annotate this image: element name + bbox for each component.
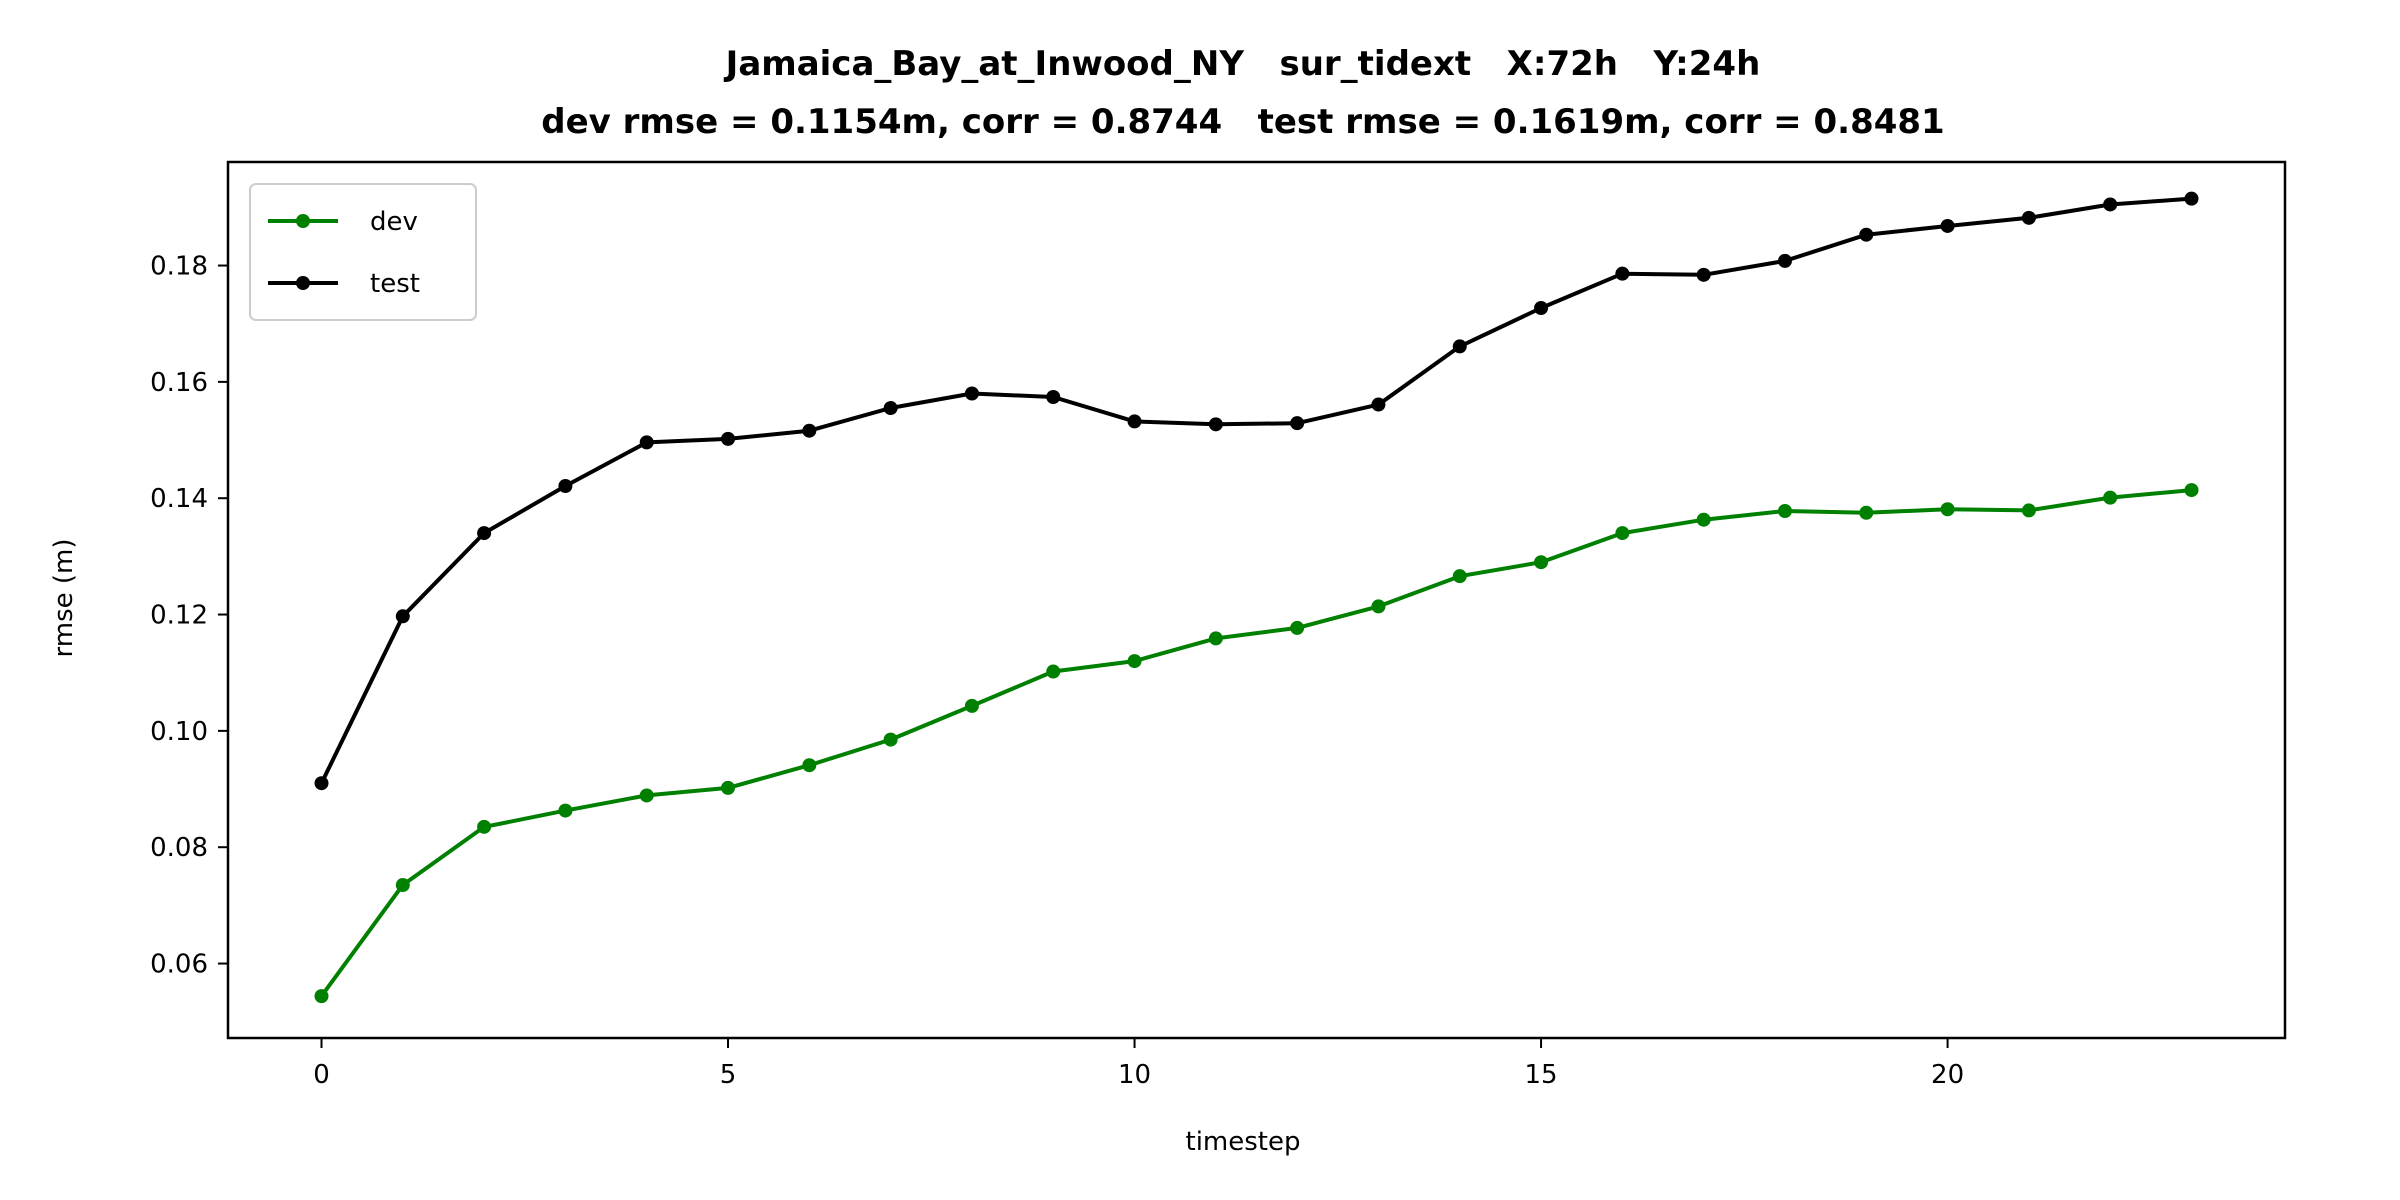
data-point-dev: [639, 788, 654, 803]
data-point-test: [1615, 266, 1630, 281]
data-point-dev: [1534, 555, 1549, 570]
data-point-test: [721, 431, 736, 446]
data-point-test: [1208, 417, 1223, 432]
data-point-test: [639, 435, 654, 450]
data-point-dev: [1696, 512, 1711, 527]
data-point-dev: [802, 758, 817, 773]
legend-label-dev: dev: [370, 207, 418, 237]
data-point-test: [1290, 416, 1305, 431]
legend-marker-dev: [296, 214, 310, 228]
y-tick-label: 0.12: [150, 601, 208, 631]
data-point-test: [1940, 218, 1955, 233]
y-axis-label: rmse (m): [49, 539, 79, 658]
y-tick-label: 0.18: [150, 252, 208, 282]
data-point-dev: [1777, 504, 1792, 519]
data-point-test: [1777, 253, 1792, 268]
data-point-dev: [1127, 654, 1142, 669]
data-point-test: [1534, 301, 1549, 315]
data-point-dev: [964, 698, 979, 713]
data-point-dev: [1859, 505, 1874, 520]
data-point-test: [1046, 389, 1061, 404]
data-point-test: [1696, 267, 1711, 282]
data-point-test: [1452, 339, 1467, 354]
data-point-dev: [2021, 503, 2036, 518]
data-point-test: [2103, 197, 2118, 212]
data-point-test: [1859, 227, 1874, 242]
y-tick-label: 0.08: [150, 833, 208, 863]
data-point-test: [964, 386, 979, 401]
data-point-test: [395, 609, 410, 624]
legend-label-test: test: [370, 269, 420, 299]
data-point-test: [558, 478, 573, 493]
y-tick-label: 0.06: [150, 950, 208, 980]
y-tick-label: 0.16: [150, 368, 208, 398]
data-point-test: [314, 776, 329, 791]
data-point-test: [477, 526, 492, 541]
series-line-dev: [319, 488, 2192, 998]
data-point-dev: [2103, 490, 2118, 505]
chart-title: Jamaica_Bay_at_Inwood_NY sur_tidext X:72…: [724, 44, 1761, 84]
x-tick-label: 10: [1118, 1060, 1151, 1090]
data-point-dev: [1940, 502, 1955, 517]
data-point-dev: [314, 989, 329, 1004]
data-point-dev: [883, 732, 898, 747]
data-point-dev: [1615, 526, 1630, 541]
data-point-dev: [395, 878, 410, 893]
chart-subtitle: dev rmse = 0.1154m, corr = 0.8744 test r…: [541, 102, 1944, 142]
data-point-dev: [2184, 483, 2199, 498]
plot-area: 0 5 10 15 20 0.06 0.08 0.10 0.12 0.14 0.16 0.18 dev t…: [150, 160, 2287, 1090]
data-point-test: [802, 423, 817, 438]
data-point-test: [2184, 191, 2199, 206]
data-point-test: [883, 401, 898, 416]
data-point-dev: [1046, 664, 1061, 679]
x-tick-label: 20: [1931, 1060, 1964, 1090]
data-point-dev: [477, 819, 492, 834]
x-tick-label: 5: [720, 1060, 737, 1090]
legend-marker-test: [296, 276, 310, 290]
data-point-dev: [558, 803, 573, 818]
data-point-dev: [1371, 599, 1386, 614]
data-point-dev: [1208, 631, 1223, 646]
data-point-dev: [1452, 569, 1467, 584]
x-axis-label: timestep: [1186, 1127, 1301, 1157]
x-tick-label: 0: [313, 1060, 330, 1090]
data-point-test: [2021, 210, 2036, 225]
data-point-dev: [721, 780, 736, 795]
y-tick-label: 0.10: [150, 717, 208, 747]
plot-frame: [226, 160, 2287, 1040]
data-point-test: [1127, 414, 1142, 429]
x-tick-label: 15: [1525, 1060, 1558, 1090]
data-point-test: [1371, 397, 1386, 412]
series-line-test: [319, 196, 2192, 785]
legend-box: [249, 183, 477, 321]
data-point-dev: [1290, 620, 1305, 635]
y-tick-label: 0.14: [150, 484, 208, 514]
